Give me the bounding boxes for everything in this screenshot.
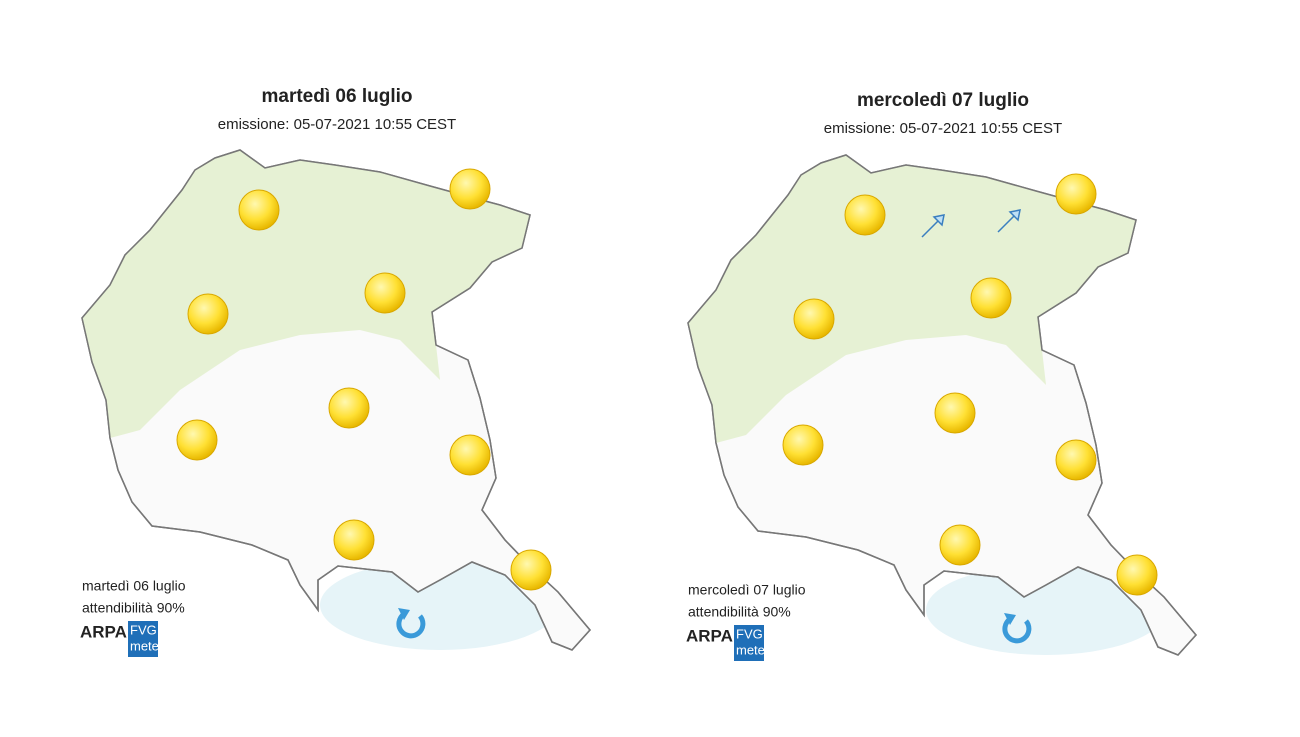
panel-title: mercoledì 07 luglio <box>857 90 1029 111</box>
sun-icon <box>328 387 370 429</box>
sea-state-arrow <box>1004 613 1016 625</box>
sun-icon <box>333 519 375 561</box>
sea <box>320 560 560 650</box>
reliability: attendibilità 90% <box>82 600 185 616</box>
region-border <box>81 149 591 651</box>
sun-icon <box>793 298 835 340</box>
sun-icon <box>364 272 406 314</box>
sea-state-icon <box>1002 616 1032 644</box>
sun-icon <box>176 419 218 461</box>
logo-meteo: meteo <box>130 638 166 653</box>
forecast-date: mercoledì 07 luglio <box>688 582 806 598</box>
mountains <box>82 150 530 438</box>
sun-icon <box>449 434 491 476</box>
sun-icon <box>510 549 552 591</box>
emission-time: emissione: 05-07-2021 10:55 CEST <box>218 116 456 133</box>
sea-state-icon <box>396 611 426 639</box>
logo-arpa: ARPA <box>80 622 127 641</box>
sun-icon <box>844 194 886 236</box>
logo-meteo: meteo <box>736 642 772 657</box>
sun-icon <box>1116 554 1158 596</box>
wind-arrow <box>997 209 1021 233</box>
sun-icon <box>970 277 1012 319</box>
sun-icon <box>1055 173 1097 215</box>
logo-box <box>128 621 158 657</box>
sun-icon <box>449 168 491 210</box>
forecast-date: martedì 06 luglio <box>82 578 186 594</box>
sun-icon <box>187 293 229 335</box>
logo-arpa: ARPA <box>686 626 733 645</box>
sun-icon <box>1055 439 1097 481</box>
forecast-panel: martedì 06 luglio emissione: 05-07-2021 1… <box>80 86 591 657</box>
sun-icon <box>939 524 981 566</box>
panel-title: martedì 06 luglio <box>262 86 413 107</box>
forecast-panel: mercoledì 07 luglio emissione: 05-07-2021… <box>686 90 1197 661</box>
map <box>687 154 1197 656</box>
emission-time: emissione: 05-07-2021 10:55 CEST <box>824 120 1062 137</box>
sun-icon <box>238 189 280 231</box>
map <box>81 149 591 651</box>
mountains <box>688 155 1136 443</box>
region-border <box>687 154 1197 656</box>
sun-icon <box>782 424 824 466</box>
logo-box <box>734 625 764 661</box>
reliability: attendibilità 90% <box>688 604 791 620</box>
logo-fvg: FVG <box>130 622 157 637</box>
logo-fvg: FVG <box>736 626 763 641</box>
wind-arrow <box>921 214 945 238</box>
sea-state-arrow <box>398 608 410 620</box>
sea <box>926 565 1166 655</box>
sun-icon <box>934 392 976 434</box>
